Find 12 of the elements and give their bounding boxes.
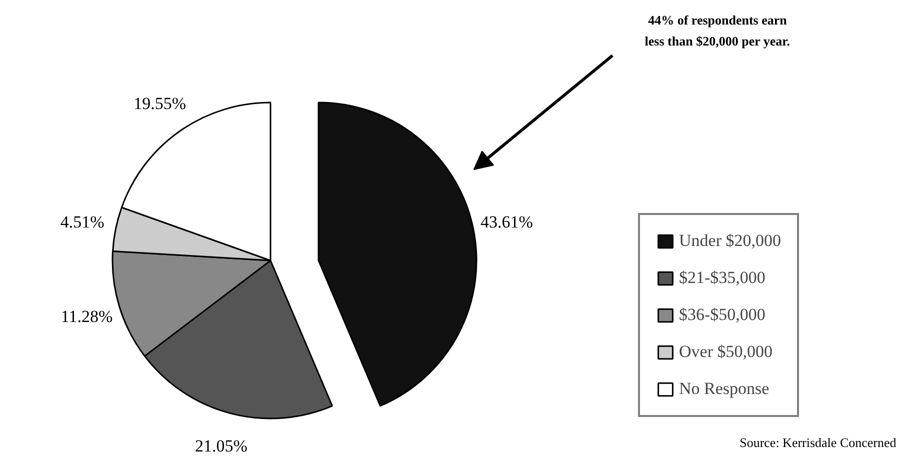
legend-label: Over $50,000 bbox=[679, 342, 772, 362]
legend-label: Under $20,000 bbox=[679, 231, 781, 251]
text: 44% of respondents earn less than $20,000 per year. bbox=[644, 12, 790, 48]
data-label: 21.05% bbox=[194, 436, 248, 456]
source-note: Source: Kerrisdale Concerned bbox=[740, 435, 897, 450]
data-label: 11.28% bbox=[60, 306, 113, 326]
legend-label: $21-$35,000 bbox=[679, 268, 766, 288]
legend-label: $36-$50,000 bbox=[679, 305, 766, 325]
data-label: 43.61% bbox=[480, 212, 533, 232]
legend-label: No Response bbox=[679, 379, 770, 399]
data-label: 4.51% bbox=[60, 212, 104, 232]
data-label: 19.55% bbox=[134, 94, 186, 114]
